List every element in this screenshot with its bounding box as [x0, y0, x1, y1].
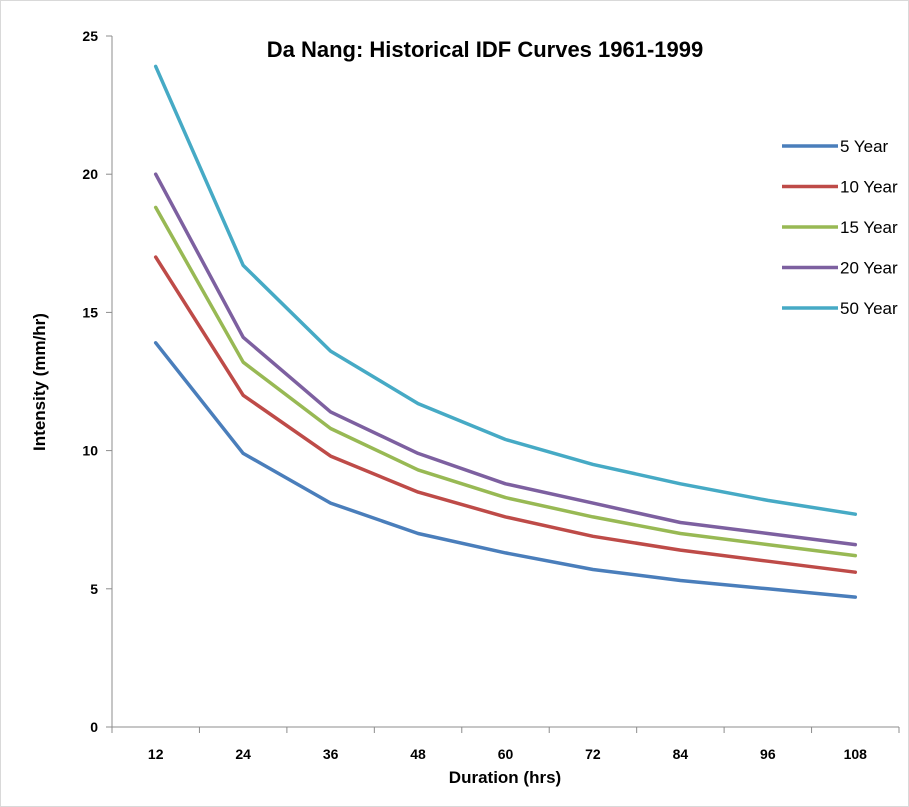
x-tick-label: 60: [498, 746, 514, 762]
legend-label: 20 Year: [840, 259, 898, 278]
series-line-10-year: [153, 255, 858, 574]
y-tick-label: 0: [90, 719, 98, 735]
y-tick-label: 15: [82, 304, 98, 320]
x-axis-ticks: 12 24 36 48 60 72 84 96 108: [111, 727, 900, 762]
legend-label: 5 Year: [840, 137, 889, 156]
y-tick-label: 10: [82, 443, 98, 459]
y-axis-ticks: 0 5 10 15 20 25: [82, 28, 112, 735]
chart-title: Da Nang: Historical IDF Curves 1961-1999: [267, 37, 704, 62]
x-axis-title: Duration (hrs): [449, 768, 561, 787]
series-line-5-year: [153, 341, 858, 599]
legend-label: 15 Year: [840, 218, 898, 237]
legend-label: 10 Year: [840, 178, 898, 197]
y-tick-label: 5: [90, 581, 98, 597]
series-lines: [153, 64, 858, 599]
x-tick-label: 36: [323, 746, 339, 762]
x-tick-label: 24: [235, 746, 251, 762]
y-tick-label: 25: [82, 28, 98, 44]
legend-label: 50 Year: [840, 299, 898, 318]
y-tick-label: 20: [82, 166, 98, 182]
x-tick-label: 84: [673, 746, 689, 762]
x-tick-label: 12: [148, 746, 164, 762]
series-line-20-year: [153, 172, 858, 547]
y-axis-title: Intensity (mm/hr): [30, 313, 49, 451]
series-line-50-year: [153, 64, 858, 516]
x-tick-label: 72: [585, 746, 601, 762]
chart-legend: 5 Year 10 Year 15 Year 20 Year 50 Year: [782, 137, 898, 318]
x-tick-label: 96: [760, 746, 776, 762]
x-tick-label: 108: [844, 746, 868, 762]
x-tick-label: 48: [410, 746, 426, 762]
series-line-15-year: [153, 205, 858, 558]
